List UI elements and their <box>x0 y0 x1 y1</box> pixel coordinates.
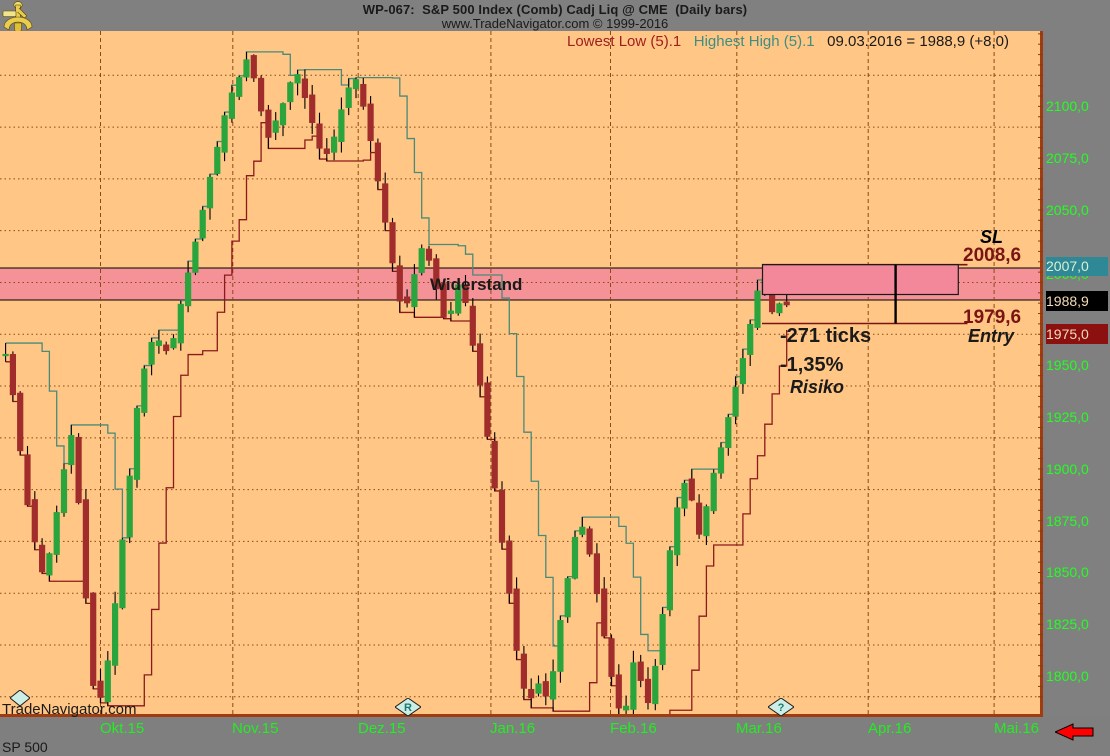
svg-text:?: ? <box>778 702 785 714</box>
svg-text:R: R <box>404 702 412 714</box>
